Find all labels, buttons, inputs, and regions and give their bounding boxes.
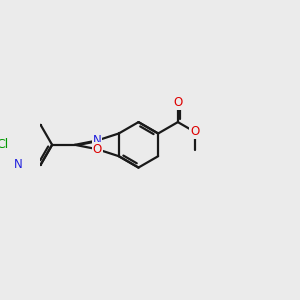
Text: O: O xyxy=(190,125,199,138)
Text: Cl: Cl xyxy=(0,138,9,151)
Text: N: N xyxy=(14,158,22,171)
Text: N: N xyxy=(93,134,101,147)
Text: O: O xyxy=(92,143,102,156)
Text: O: O xyxy=(173,96,182,109)
